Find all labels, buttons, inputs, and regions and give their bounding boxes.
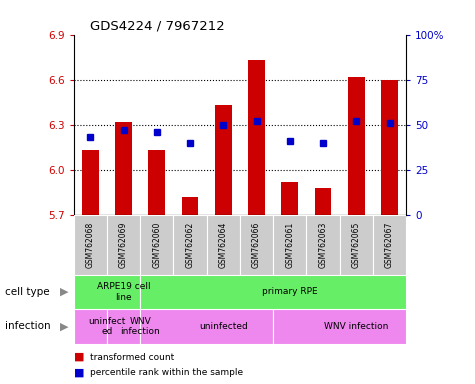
Text: GSM762068: GSM762068 xyxy=(86,222,95,268)
Text: WNV
infection: WNV infection xyxy=(120,317,160,336)
Text: WNV infection: WNV infection xyxy=(324,322,389,331)
Bar xyxy=(207,215,240,275)
Bar xyxy=(240,215,273,275)
Bar xyxy=(281,182,298,215)
Text: primary RPE: primary RPE xyxy=(262,287,318,296)
Text: GSM762066: GSM762066 xyxy=(252,222,261,268)
Text: infection: infection xyxy=(5,321,50,331)
Bar xyxy=(381,80,398,215)
Bar xyxy=(181,197,199,215)
Bar xyxy=(74,215,107,275)
Bar xyxy=(115,122,132,215)
Text: ARPE19 cell
line: ARPE19 cell line xyxy=(97,282,150,301)
Text: GSM762065: GSM762065 xyxy=(352,222,361,268)
Text: GSM762064: GSM762064 xyxy=(219,222,228,268)
Bar xyxy=(373,215,406,275)
Text: uninfect
ed: uninfect ed xyxy=(88,317,125,336)
Text: GSM762069: GSM762069 xyxy=(119,222,128,268)
Bar xyxy=(173,215,207,275)
Text: transformed count: transformed count xyxy=(90,353,174,362)
Text: uninfected: uninfected xyxy=(199,322,247,331)
Bar xyxy=(273,309,406,344)
Bar xyxy=(348,77,365,215)
Bar xyxy=(74,309,107,344)
Text: cell type: cell type xyxy=(5,287,49,297)
Bar xyxy=(248,60,265,215)
Bar xyxy=(74,275,140,309)
Text: GSM762067: GSM762067 xyxy=(385,222,394,268)
Text: ■: ■ xyxy=(74,367,84,377)
Text: ■: ■ xyxy=(74,352,84,362)
Bar xyxy=(140,309,273,344)
Text: percentile rank within the sample: percentile rank within the sample xyxy=(90,368,243,377)
Text: GDS4224 / 7967212: GDS4224 / 7967212 xyxy=(90,19,225,32)
Bar xyxy=(82,151,99,215)
Bar xyxy=(215,105,232,215)
Text: ▶: ▶ xyxy=(60,321,69,331)
Text: GSM762063: GSM762063 xyxy=(319,222,327,268)
Bar xyxy=(340,215,373,275)
Bar xyxy=(107,215,140,275)
Bar xyxy=(107,309,140,344)
Text: GSM762062: GSM762062 xyxy=(186,222,194,268)
Bar xyxy=(273,215,306,275)
Text: GSM762060: GSM762060 xyxy=(152,222,161,268)
Bar xyxy=(148,151,165,215)
Text: ▶: ▶ xyxy=(60,287,69,297)
Bar xyxy=(306,215,340,275)
Bar xyxy=(314,188,332,215)
Bar xyxy=(140,275,406,309)
Text: GSM762061: GSM762061 xyxy=(285,222,294,268)
Bar xyxy=(140,215,173,275)
